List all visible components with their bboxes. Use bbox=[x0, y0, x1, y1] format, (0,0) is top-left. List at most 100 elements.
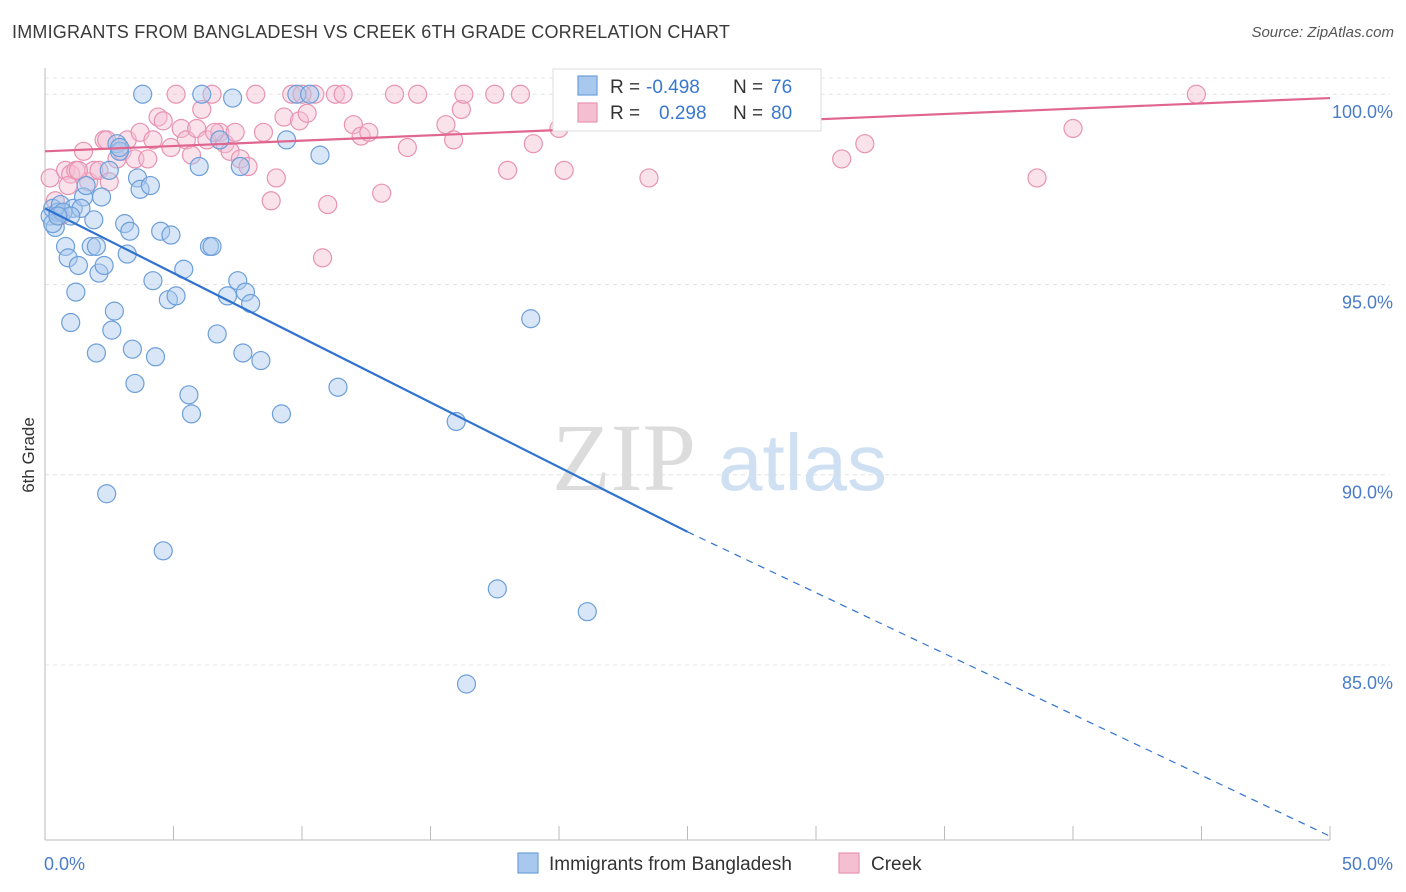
x-tick-label-start: 0.0% bbox=[44, 854, 85, 874]
point-bangladesh bbox=[94, 255, 114, 276]
tick-labels: 100.0% 95.0% 90.0% 85.0% 0.0% 50.0% bbox=[44, 102, 1393, 874]
point-bangladesh bbox=[102, 320, 122, 340]
point-bangladesh bbox=[161, 225, 181, 245]
axes bbox=[44, 68, 1331, 841]
stats-r-value-pink: 0.298 bbox=[659, 103, 707, 124]
point-bangladesh bbox=[456, 674, 477, 694]
point-bangladesh bbox=[207, 324, 227, 344]
point-creek bbox=[138, 149, 158, 169]
point-bangladesh bbox=[202, 236, 222, 257]
stats-legend: R = -0.498 N = 76 R = 0.298 N = 80 bbox=[552, 68, 822, 132]
point-creek bbox=[45, 191, 65, 211]
point-bangladesh bbox=[66, 282, 86, 302]
stats-n-label-blue: N = bbox=[733, 77, 763, 98]
point-bangladesh bbox=[181, 404, 202, 424]
point-creek bbox=[408, 84, 428, 104]
point-bangladesh bbox=[97, 484, 117, 504]
point-bangladesh bbox=[230, 156, 250, 177]
point-creek bbox=[238, 156, 258, 177]
point-creek bbox=[73, 141, 94, 161]
point-bangladesh bbox=[125, 373, 145, 394]
point-bangladesh bbox=[81, 236, 101, 257]
stats-n-value-pink: 80 bbox=[771, 103, 792, 124]
stats-r-value-blue: -0.498 bbox=[646, 77, 700, 98]
y-tick-label: 90.0% bbox=[1342, 483, 1393, 503]
point-bangladesh bbox=[521, 309, 541, 329]
stats-legend-box bbox=[552, 68, 822, 132]
point-bangladesh bbox=[487, 579, 507, 599]
point-bangladesh bbox=[71, 198, 91, 218]
point-creek bbox=[246, 84, 266, 104]
point-bangladesh bbox=[104, 301, 124, 321]
series-legend: Immigrants from Bangladesh Creek bbox=[517, 852, 922, 875]
stats-legend-swatch-pink bbox=[577, 102, 598, 123]
point-bangladesh bbox=[120, 221, 140, 241]
point-creek bbox=[253, 122, 274, 142]
point-creek bbox=[498, 160, 518, 180]
chart-title: IMMIGRANTS FROM BANGLADESH VS CREEK 6TH … bbox=[12, 22, 731, 42]
point-bangladesh bbox=[145, 347, 166, 367]
point-creek bbox=[171, 118, 191, 139]
point-bangladesh bbox=[166, 286, 186, 306]
point-creek bbox=[372, 183, 392, 203]
point-bangladesh bbox=[300, 84, 320, 104]
point-creek bbox=[451, 99, 471, 120]
point-bangladesh bbox=[235, 282, 256, 302]
point-creek bbox=[454, 84, 474, 104]
point-creek bbox=[266, 168, 286, 188]
point-bangladesh bbox=[189, 156, 209, 177]
point-creek bbox=[297, 103, 317, 123]
point-bangladesh bbox=[133, 84, 153, 104]
point-creek bbox=[202, 84, 222, 104]
point-creek bbox=[485, 84, 505, 104]
point-creek bbox=[318, 194, 338, 215]
legend-label-bangladesh: Immigrants from Bangladesh bbox=[549, 854, 792, 875]
point-creek bbox=[343, 115, 363, 135]
point-creek bbox=[148, 107, 168, 127]
watermark-atlas: atlas bbox=[718, 418, 887, 507]
watermark-zip: ZIP bbox=[552, 404, 696, 511]
point-creek bbox=[554, 160, 574, 180]
point-creek bbox=[1186, 84, 1206, 104]
stats-n-value-blue: 76 bbox=[771, 77, 792, 98]
point-creek bbox=[210, 122, 230, 142]
point-creek bbox=[289, 111, 310, 131]
point-creek bbox=[523, 134, 543, 154]
point-creek bbox=[832, 149, 852, 169]
point-bangladesh bbox=[86, 343, 107, 363]
point-creek bbox=[397, 137, 417, 158]
point-bangladesh bbox=[251, 350, 271, 371]
point-bangladesh bbox=[143, 271, 163, 291]
source-label: Source: ZipAtlas.com bbox=[1251, 24, 1394, 41]
point-creek bbox=[225, 122, 245, 142]
point-bangladesh bbox=[91, 187, 112, 207]
point-bangladesh bbox=[61, 312, 81, 333]
y-tick-label: 85.0% bbox=[1342, 673, 1393, 693]
point-bangladesh bbox=[76, 175, 96, 196]
point-bangladesh bbox=[271, 404, 292, 424]
y-axis-label: 6th Grade bbox=[19, 417, 38, 493]
point-bangladesh bbox=[233, 343, 253, 363]
point-creek bbox=[99, 172, 119, 192]
point-bangladesh bbox=[223, 88, 243, 108]
point-creek bbox=[855, 134, 875, 154]
stats-n-label-pink: N = bbox=[733, 103, 763, 124]
legend-swatch-bangladesh bbox=[517, 852, 539, 874]
stats-legend-swatch-blue bbox=[577, 75, 598, 96]
y-tick-label: 100.0% bbox=[1332, 102, 1393, 122]
point-bangladesh bbox=[276, 130, 297, 150]
point-bangladesh bbox=[151, 221, 171, 241]
point-bangladesh bbox=[86, 236, 107, 257]
point-bangladesh bbox=[153, 541, 173, 561]
point-creek bbox=[153, 111, 173, 131]
point-creek bbox=[333, 84, 353, 104]
point-bangladesh bbox=[140, 175, 160, 196]
point-bangladesh bbox=[58, 248, 78, 268]
point-creek bbox=[58, 175, 78, 196]
point-bangladesh bbox=[328, 377, 348, 397]
point-creek bbox=[312, 248, 333, 268]
point-creek bbox=[84, 160, 104, 180]
point-creek bbox=[1063, 118, 1083, 139]
point-creek bbox=[325, 84, 346, 104]
